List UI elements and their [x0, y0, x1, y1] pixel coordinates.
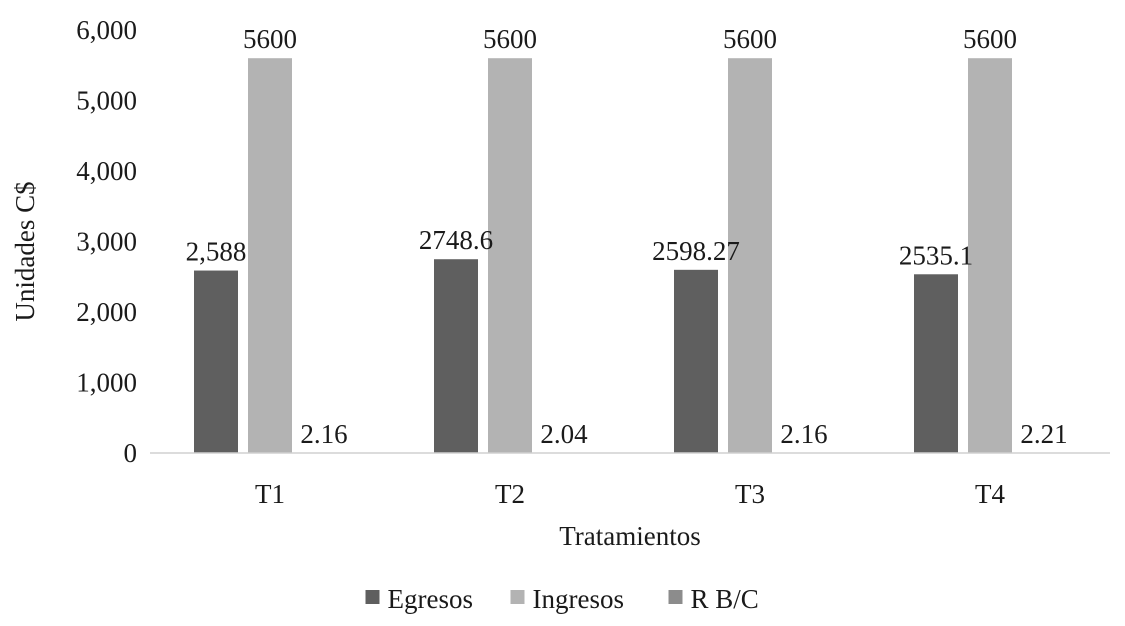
data-label: 2598.27	[652, 236, 740, 266]
legend-label: Ingresos	[533, 584, 624, 614]
y-tick-label: 5,000	[76, 86, 137, 116]
data-label: 2.16	[780, 419, 827, 449]
bar-egresos	[914, 274, 958, 453]
bar-egresos	[194, 270, 238, 453]
legend-swatch	[668, 590, 683, 604]
bar-ingresos	[248, 58, 292, 453]
data-labels: 2,588 5600 2.16 2748.6 5600 2.04 2598.27 5600 2.…	[186, 24, 1068, 449]
bar-ingresos	[488, 58, 532, 453]
x-tick-label: T4	[975, 479, 1005, 509]
bar-egresos	[434, 259, 478, 453]
data-label: 5600	[243, 24, 297, 54]
data-label: 2.21	[1020, 419, 1067, 449]
bar-egresos	[674, 269, 718, 453]
data-label: 2,588	[186, 237, 247, 267]
x-tick-label: T3	[735, 479, 765, 509]
y-axis-ticks: 0 1,000 2,000 3,000 4,000 5,000 6,000	[76, 15, 137, 468]
y-tick-label: 2,000	[76, 297, 137, 327]
y-tick-label: 3,000	[76, 227, 137, 257]
legend-label: R B/C	[691, 584, 759, 614]
legend-swatch	[365, 590, 380, 604]
bar-ingresos	[968, 58, 1012, 453]
y-tick-label: 0	[124, 438, 138, 468]
bars	[194, 58, 1066, 453]
x-axis-ticks: T1 T2 T3 T4	[255, 479, 1005, 509]
data-label: 2.04	[540, 419, 588, 449]
y-tick-label: 1,000	[76, 368, 137, 398]
x-axis-title: Tratamientos	[559, 521, 701, 551]
data-label: 2.16	[300, 419, 347, 449]
legend-label: Egresos	[388, 584, 473, 614]
legend: Egresos Ingresos R B/C	[365, 584, 759, 614]
y-axis-title: Unidades C$	[10, 181, 40, 321]
data-label: 2535.1	[899, 240, 973, 270]
bar-ingresos	[728, 58, 772, 453]
data-label: 5600	[723, 24, 777, 54]
legend-swatch	[510, 590, 525, 604]
y-tick-label: 6,000	[76, 15, 137, 45]
data-label: 5600	[963, 24, 1017, 54]
x-tick-label: T1	[255, 479, 285, 509]
x-tick-label: T2	[495, 479, 525, 509]
data-label: 5600	[483, 24, 537, 54]
data-label: 2748.6	[419, 225, 493, 255]
y-tick-label: 4,000	[76, 156, 137, 186]
